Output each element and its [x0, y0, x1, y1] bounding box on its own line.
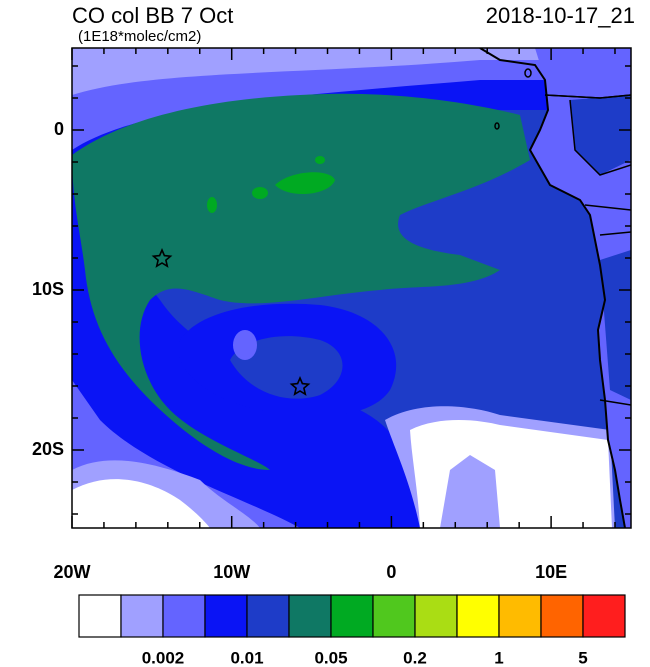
colorbar-label: 0.05	[314, 648, 347, 667]
field	[315, 156, 325, 164]
colorbar-box	[330, 594, 374, 638]
colorbar-label: 0.2	[403, 648, 427, 667]
colorbar-box	[372, 594, 416, 638]
field	[233, 330, 257, 360]
colorbar-box	[456, 594, 500, 638]
border	[569, 99, 631, 176]
colorbar-box	[540, 594, 584, 638]
field	[230, 336, 343, 399]
field	[207, 197, 217, 213]
border	[584, 204, 631, 406]
colorbar-box	[414, 594, 458, 638]
colorbar-label: 1	[494, 648, 503, 667]
y-tick-label: 20S	[32, 439, 64, 459]
y-tick-label: 0	[54, 119, 64, 139]
date: 2018-10-17_21	[486, 3, 635, 28]
colorbar-box	[288, 594, 332, 638]
colorbar-label: 5	[578, 648, 587, 667]
map-frame	[71, 47, 632, 529]
colorbar-box	[162, 594, 206, 638]
field	[252, 187, 268, 199]
colorbar-box	[498, 594, 542, 638]
field	[275, 172, 335, 195]
map-fill	[72, 48, 631, 528]
colorbar-box	[120, 594, 164, 638]
field	[72, 479, 210, 528]
title: CO col BB 7 Oct	[72, 3, 233, 28]
units: (1E18*molec/cm2)	[78, 28, 201, 45]
colorbar-box	[582, 594, 626, 638]
star-marker	[289, 375, 311, 396]
star-marker	[151, 247, 173, 268]
y-tick-label: 10S	[32, 279, 64, 299]
island	[494, 122, 500, 130]
field	[410, 420, 612, 528]
x-tick-label: 10E	[535, 562, 567, 582]
colorbar-label: 0.002	[142, 648, 185, 667]
field	[72, 93, 530, 471]
island	[524, 68, 532, 78]
coastline	[479, 48, 626, 528]
colorbar-box	[204, 594, 248, 638]
x-tick-label: 0	[386, 562, 396, 582]
border	[544, 94, 631, 99]
axis-labels: 20W 10W 0 10E 0 10S 20S	[32, 119, 567, 582]
x-tick-label: 20W	[53, 562, 90, 582]
x-tick-label: 10W	[213, 562, 250, 582]
colorbar-label: 0.01	[230, 648, 263, 667]
colorbar: 0.002 0.01 0.05 0.2 1 5	[78, 594, 626, 667]
colorbar-box	[246, 594, 290, 638]
colorbar-box	[78, 594, 122, 638]
land	[570, 95, 631, 175]
frame-ticks	[71, 48, 631, 528]
land	[600, 250, 631, 400]
